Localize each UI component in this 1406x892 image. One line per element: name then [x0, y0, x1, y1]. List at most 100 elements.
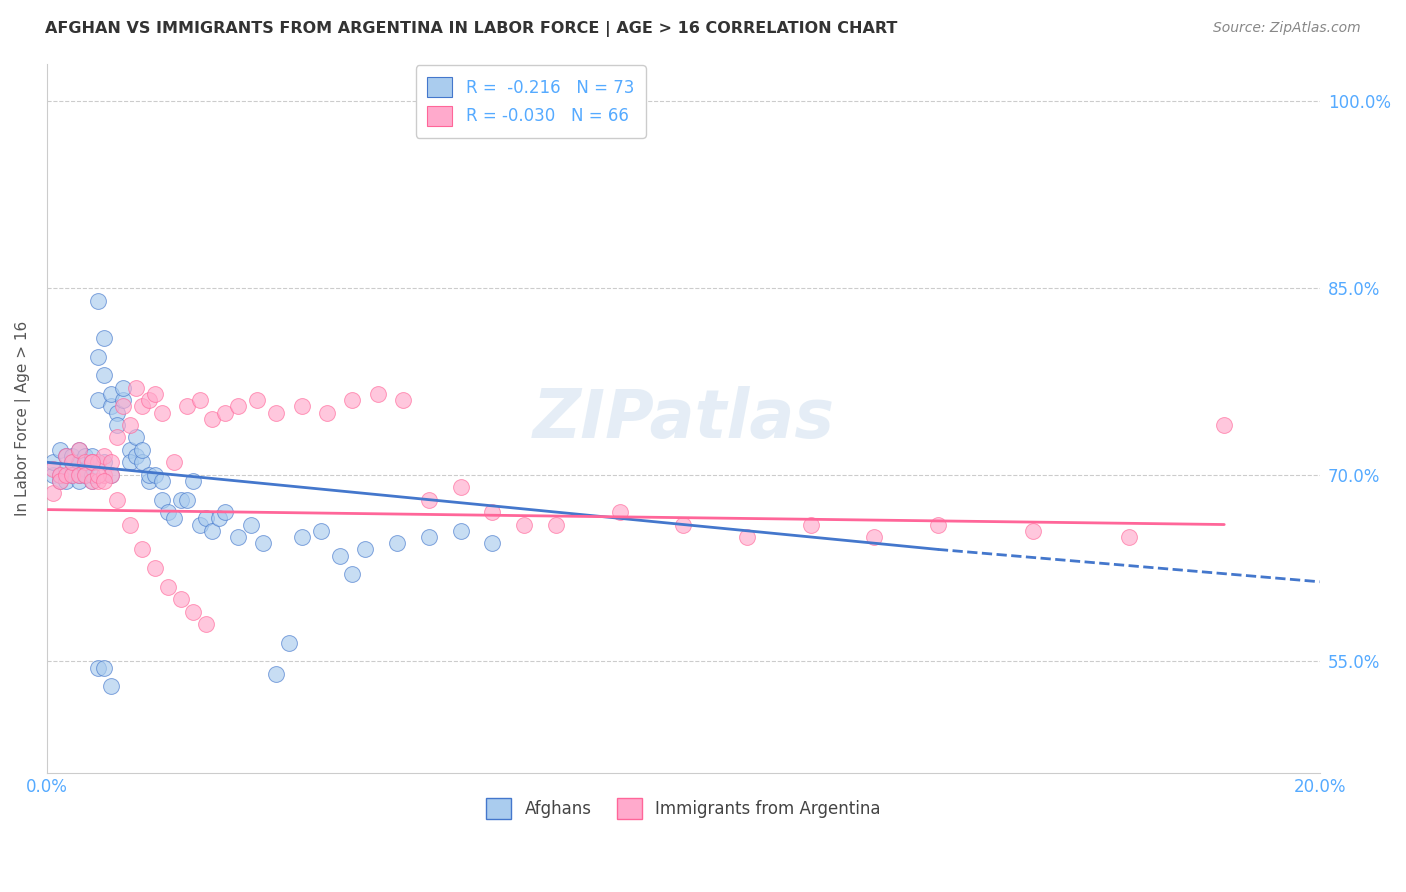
Point [131, 399, 153, 413]
Point [226, 399, 249, 413]
Point [48, 467, 70, 482]
Point [67, 474, 90, 488]
Point [150, 492, 173, 507]
Point [87, 393, 110, 408]
Point [67, 442, 90, 457]
Point [418, 530, 440, 544]
Point [672, 517, 695, 532]
Point [93, 660, 115, 674]
Point [163, 511, 186, 525]
Point [93, 368, 115, 383]
Point [118, 417, 141, 432]
Point [418, 492, 440, 507]
Point [264, 405, 287, 419]
Point [544, 517, 567, 532]
Point [55, 474, 77, 488]
Point [239, 517, 262, 532]
Point [75, 467, 97, 482]
Point [125, 381, 148, 395]
Point [927, 517, 949, 532]
Point [385, 536, 408, 550]
Point [156, 505, 179, 519]
Point [609, 505, 631, 519]
Point [87, 474, 110, 488]
Point [48, 467, 70, 482]
Point [188, 517, 211, 532]
Point [48, 474, 70, 488]
Point [183, 605, 205, 619]
Point [67, 442, 90, 457]
Point [80, 455, 103, 469]
Point [87, 660, 110, 674]
Point [105, 417, 128, 432]
Point [112, 381, 135, 395]
Point [169, 592, 191, 607]
Text: AFGHAN VS IMMIGRANTS FROM ARGENTINA IN LABOR FORCE | AGE > 16 CORRELATION CHART: AFGHAN VS IMMIGRANTS FROM ARGENTINA IN L… [45, 21, 897, 37]
Point [316, 405, 339, 419]
Point [195, 511, 218, 525]
Point [112, 393, 135, 408]
Point [214, 505, 236, 519]
Point [143, 561, 166, 575]
Point [246, 393, 269, 408]
Point [118, 455, 141, 469]
Point [163, 455, 186, 469]
Point [118, 517, 141, 532]
Point [62, 455, 84, 469]
Point [143, 387, 166, 401]
Point [42, 455, 65, 469]
Point [150, 405, 173, 419]
Point [55, 449, 77, 463]
Point [252, 536, 274, 550]
Point [80, 449, 103, 463]
Point [67, 467, 90, 482]
Point [131, 542, 153, 557]
Point [214, 405, 236, 419]
Text: ZIPatlas: ZIPatlas [533, 385, 834, 451]
Point [67, 455, 90, 469]
Point [100, 467, 122, 482]
Point [100, 455, 122, 469]
Point [329, 549, 352, 563]
Point [277, 636, 299, 650]
Point [87, 467, 110, 482]
Point [75, 467, 97, 482]
Y-axis label: In Labor Force | Age > 16: In Labor Force | Age > 16 [15, 321, 31, 516]
Point [342, 393, 364, 408]
Point [118, 442, 141, 457]
Point [131, 455, 153, 469]
Point [93, 331, 115, 345]
Point [55, 461, 77, 475]
Point [169, 492, 191, 507]
Point [176, 492, 198, 507]
Point [392, 393, 415, 408]
Point [62, 455, 84, 469]
Point [48, 442, 70, 457]
Point [176, 399, 198, 413]
Point [264, 666, 287, 681]
Point [342, 567, 364, 582]
Point [195, 617, 218, 632]
Point [125, 449, 148, 463]
Point [112, 399, 135, 413]
Point [42, 486, 65, 500]
Point [87, 293, 110, 308]
Point [80, 467, 103, 482]
Point [93, 467, 115, 482]
Point [201, 411, 224, 425]
Point [125, 430, 148, 444]
Point [1213, 417, 1236, 432]
Point [62, 467, 84, 482]
Point [138, 467, 160, 482]
Point [131, 442, 153, 457]
Point [67, 467, 90, 482]
Point [42, 461, 65, 475]
Point [143, 467, 166, 482]
Legend: Afghans, Immigrants from Argentina: Afghans, Immigrants from Argentina [479, 792, 887, 825]
Point [75, 449, 97, 463]
Point [100, 679, 122, 693]
Point [450, 480, 472, 494]
Point [800, 517, 823, 532]
Point [309, 524, 332, 538]
Point [290, 530, 312, 544]
